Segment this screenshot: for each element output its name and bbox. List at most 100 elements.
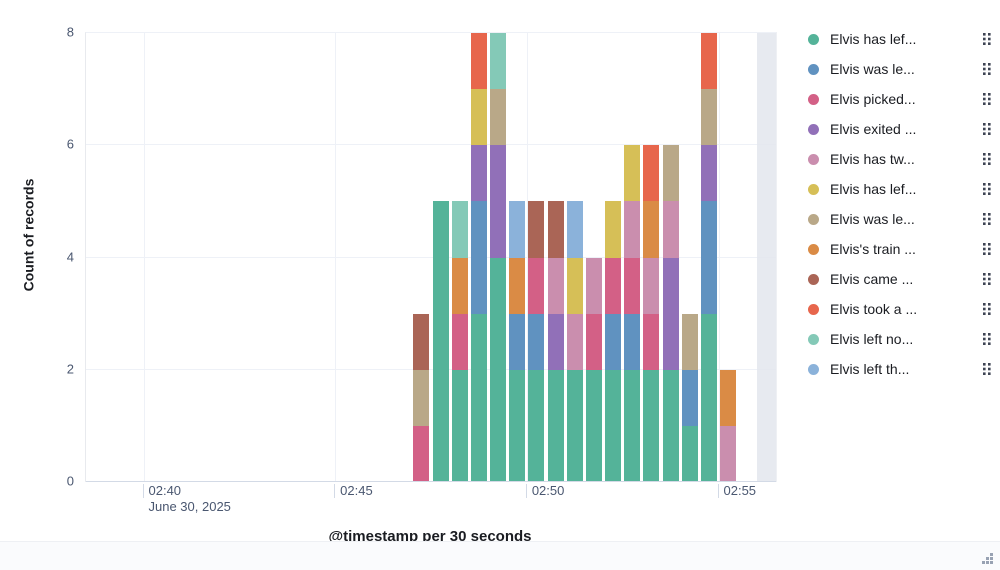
- legend-item[interactable]: Elvis was le...: [808, 204, 994, 234]
- bar-02:55:00[interactable]: [720, 369, 737, 482]
- bar-segment[interactable]: [490, 33, 507, 90]
- legend-item[interactable]: Elvis was le...: [808, 54, 994, 84]
- bar-segment[interactable]: [624, 201, 641, 258]
- bar-segment[interactable]: [624, 369, 641, 482]
- legend-item[interactable]: Elvis has lef...: [808, 174, 994, 204]
- bar-02:53:30[interactable]: [662, 145, 679, 482]
- bar-segment[interactable]: [528, 369, 545, 482]
- bar-segment[interactable]: [643, 201, 660, 258]
- grip-more-icon[interactable]: [980, 151, 994, 167]
- bar-segment[interactable]: [605, 201, 622, 258]
- bar-segment[interactable]: [566, 257, 583, 314]
- bar-segment[interactable]: [662, 145, 679, 202]
- bar-segment[interactable]: [451, 257, 468, 314]
- bar-02:47:00[interactable]: [413, 313, 430, 482]
- grip-more-icon[interactable]: [980, 331, 994, 347]
- bar-segment[interactable]: [585, 257, 602, 314]
- bar-segment[interactable]: [413, 425, 430, 482]
- bar-02:50:30[interactable]: [547, 201, 564, 482]
- bar-segment[interactable]: [528, 313, 545, 370]
- bar-segment[interactable]: [566, 369, 583, 482]
- bar-segment[interactable]: [547, 201, 564, 258]
- legend-item[interactable]: Elvis took a ...: [808, 294, 994, 324]
- bar-segment[interactable]: [700, 33, 717, 90]
- bar-segment[interactable]: [605, 313, 622, 370]
- bar-segment[interactable]: [700, 201, 717, 314]
- resize-grip-icon[interactable]: [980, 551, 994, 565]
- bar-02:51:00[interactable]: [566, 201, 583, 482]
- bar-segment[interactable]: [509, 369, 526, 482]
- bar-segment[interactable]: [547, 313, 564, 370]
- bar-02:49:00[interactable]: [490, 33, 507, 482]
- grip-more-icon[interactable]: [980, 61, 994, 77]
- bar-segment[interactable]: [662, 369, 679, 482]
- bar-segment[interactable]: [605, 369, 622, 482]
- bar-02:49:30[interactable]: [509, 201, 526, 482]
- bar-segment[interactable]: [470, 33, 487, 90]
- grip-more-icon[interactable]: [980, 211, 994, 227]
- grip-more-icon[interactable]: [980, 241, 994, 257]
- bar-02:54:00[interactable]: [681, 313, 698, 482]
- legend-item[interactable]: Elvis's train ...: [808, 234, 994, 264]
- grip-more-icon[interactable]: [980, 91, 994, 107]
- legend-item[interactable]: Elvis left th...: [808, 354, 994, 384]
- legend-item[interactable]: Elvis has lef...: [808, 24, 994, 54]
- bar-segment[interactable]: [700, 89, 717, 146]
- bar-segment[interactable]: [528, 201, 545, 258]
- bar-segment[interactable]: [585, 313, 602, 370]
- legend-item[interactable]: Elvis exited ...: [808, 114, 994, 144]
- bar-02:52:00[interactable]: [605, 201, 622, 482]
- bar-segment[interactable]: [662, 257, 679, 370]
- bar-segment[interactable]: [662, 201, 679, 258]
- bar-segment[interactable]: [643, 145, 660, 202]
- bar-segment[interactable]: [681, 369, 698, 426]
- bar-segment[interactable]: [643, 257, 660, 314]
- bar-segment[interactable]: [643, 313, 660, 370]
- bar-segment[interactable]: [509, 257, 526, 314]
- bar-02:53:00[interactable]: [643, 145, 660, 482]
- grip-more-icon[interactable]: [980, 181, 994, 197]
- bar-segment[interactable]: [490, 89, 507, 146]
- bar-segment[interactable]: [509, 313, 526, 370]
- bar-segment[interactable]: [528, 257, 545, 314]
- bar-segment[interactable]: [681, 313, 698, 370]
- grip-more-icon[interactable]: [980, 271, 994, 287]
- bar-02:51:30[interactable]: [585, 257, 602, 482]
- bar-02:48:00[interactable]: [451, 201, 468, 482]
- grip-more-icon[interactable]: [980, 301, 994, 317]
- chart-legend[interactable]: Elvis has lef... Elvis was le... Elvis pic…: [808, 24, 994, 384]
- bar-segment[interactable]: [547, 257, 564, 314]
- bar-segment[interactable]: [566, 201, 583, 258]
- bar-segment[interactable]: [700, 145, 717, 202]
- bar-segment[interactable]: [624, 257, 641, 314]
- bar-segment[interactable]: [585, 369, 602, 482]
- bar-segment[interactable]: [720, 425, 737, 482]
- bar-segment[interactable]: [720, 369, 737, 426]
- bar-segment[interactable]: [490, 145, 507, 258]
- legend-item[interactable]: Elvis has tw...: [808, 144, 994, 174]
- bar-02:52:30[interactable]: [624, 145, 641, 482]
- bar-segment[interactable]: [490, 257, 507, 482]
- bar-segment[interactable]: [547, 369, 564, 482]
- bar-02:47:30[interactable]: [432, 201, 449, 482]
- bar-segment[interactable]: [470, 313, 487, 482]
- bar-segment[interactable]: [470, 145, 487, 202]
- bar-segment[interactable]: [566, 313, 583, 370]
- legend-item[interactable]: Elvis came ...: [808, 264, 994, 294]
- bar-segment[interactable]: [470, 201, 487, 314]
- bar-02:54:30[interactable]: [700, 33, 717, 482]
- bar-02:50:00[interactable]: [528, 201, 545, 482]
- bar-segment[interactable]: [451, 369, 468, 482]
- bar-segment[interactable]: [413, 313, 430, 370]
- bar-02:48:30[interactable]: [470, 33, 487, 482]
- bar-segment[interactable]: [432, 201, 449, 482]
- bar-segment[interactable]: [681, 425, 698, 482]
- bar-segment[interactable]: [451, 201, 468, 258]
- grip-more-icon[interactable]: [980, 121, 994, 137]
- grip-more-icon[interactable]: [980, 31, 994, 47]
- bar-segment[interactable]: [624, 313, 641, 370]
- legend-item[interactable]: Elvis left no...: [808, 324, 994, 354]
- bar-segment[interactable]: [509, 201, 526, 258]
- bar-segment[interactable]: [413, 369, 430, 426]
- bar-segment[interactable]: [624, 145, 641, 202]
